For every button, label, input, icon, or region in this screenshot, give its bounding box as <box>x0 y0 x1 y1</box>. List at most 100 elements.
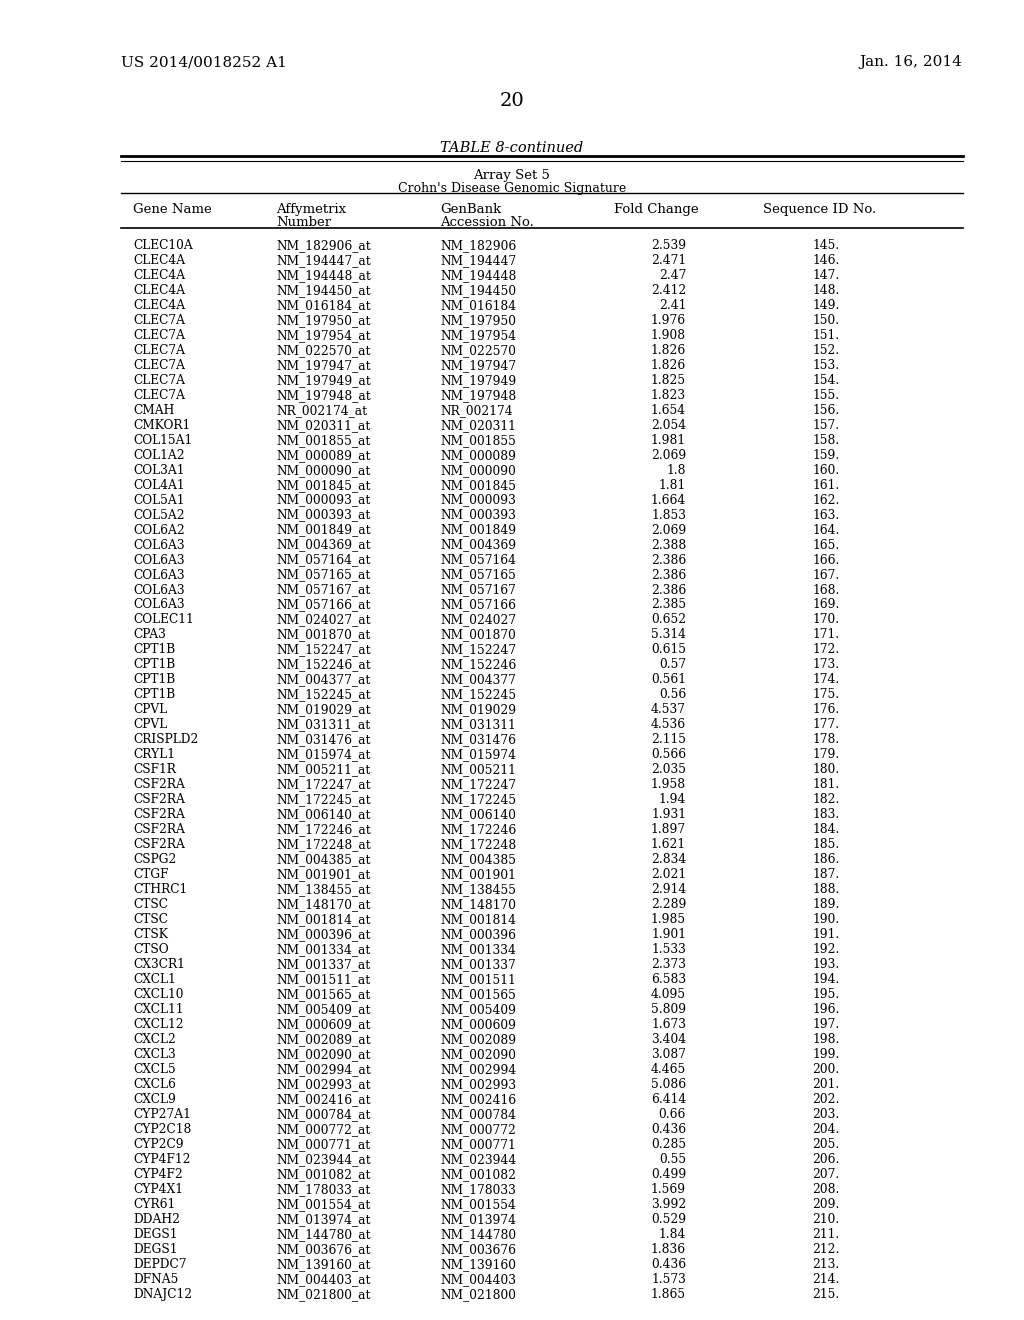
Text: US 2014/0018252 A1: US 2014/0018252 A1 <box>121 55 287 70</box>
Text: CSF2RA: CSF2RA <box>133 824 185 836</box>
Text: 213.: 213. <box>812 1258 840 1271</box>
Text: 147.: 147. <box>812 269 840 282</box>
Text: COL15A1: COL15A1 <box>133 434 193 446</box>
Text: 1.826: 1.826 <box>651 343 686 356</box>
Text: CPT1B: CPT1B <box>133 689 175 701</box>
Text: 1.976: 1.976 <box>651 314 686 327</box>
Text: NM_194450_at: NM_194450_at <box>276 284 371 297</box>
Text: NM_057166: NM_057166 <box>440 598 516 611</box>
Text: NM_172248: NM_172248 <box>440 838 516 851</box>
Text: NM_001334_at: NM_001334_at <box>276 942 371 956</box>
Text: CYP4F12: CYP4F12 <box>133 1152 190 1166</box>
Text: 173.: 173. <box>813 659 840 672</box>
Text: NM_005409_at: NM_005409_at <box>276 1003 371 1016</box>
Text: 1.836: 1.836 <box>651 1242 686 1255</box>
Text: 179.: 179. <box>812 748 840 762</box>
Text: 207.: 207. <box>812 1168 840 1181</box>
Text: 1.908: 1.908 <box>651 329 686 342</box>
Text: 188.: 188. <box>812 883 840 896</box>
Text: 195.: 195. <box>812 987 840 1001</box>
Text: CXCL10: CXCL10 <box>133 987 183 1001</box>
Text: NM_002994_at: NM_002994_at <box>276 1063 372 1076</box>
Text: 1.958: 1.958 <box>651 779 686 791</box>
Text: CTGF: CTGF <box>133 869 169 882</box>
Text: NM_004369: NM_004369 <box>440 539 516 552</box>
Text: NM_152246_at: NM_152246_at <box>276 659 372 672</box>
Text: NM_178033_at: NM_178033_at <box>276 1183 371 1196</box>
Text: 2.385: 2.385 <box>651 598 686 611</box>
Text: CXCL5: CXCL5 <box>133 1063 176 1076</box>
Text: 0.57: 0.57 <box>659 659 686 672</box>
Text: 172.: 172. <box>812 643 840 656</box>
Text: NM_031311: NM_031311 <box>440 718 516 731</box>
Text: NM_005409: NM_005409 <box>440 1003 516 1016</box>
Text: CSF2RA: CSF2RA <box>133 808 185 821</box>
Text: NM_031311_at: NM_031311_at <box>276 718 371 731</box>
Text: 148.: 148. <box>812 284 840 297</box>
Text: NM_004385: NM_004385 <box>440 853 516 866</box>
Text: NM_005211_at: NM_005211_at <box>276 763 371 776</box>
Text: 2.115: 2.115 <box>651 734 686 746</box>
Text: 2.035: 2.035 <box>651 763 686 776</box>
Text: 199.: 199. <box>812 1048 840 1061</box>
Text: NM_001554_at: NM_001554_at <box>276 1197 371 1210</box>
Text: CXCL12: CXCL12 <box>133 1018 183 1031</box>
Text: NM_148170_at: NM_148170_at <box>276 898 371 911</box>
Text: 2.054: 2.054 <box>651 418 686 432</box>
Text: NM_006140_at: NM_006140_at <box>276 808 371 821</box>
Text: NM_023944: NM_023944 <box>440 1152 516 1166</box>
Text: COL6A2: COL6A2 <box>133 524 185 536</box>
Text: NM_197948_at: NM_197948_at <box>276 389 372 401</box>
Text: NM_178033: NM_178033 <box>440 1183 516 1196</box>
Text: NM_004403: NM_004403 <box>440 1272 516 1286</box>
Text: NM_001901_at: NM_001901_at <box>276 869 371 882</box>
Text: 2.386: 2.386 <box>651 553 686 566</box>
Text: CSF2RA: CSF2RA <box>133 793 185 807</box>
Text: 182.: 182. <box>812 793 840 807</box>
Text: 2.41: 2.41 <box>658 298 686 312</box>
Text: CLEC7A: CLEC7A <box>133 343 185 356</box>
Text: CLEC4A: CLEC4A <box>133 298 185 312</box>
Text: Gene Name: Gene Name <box>133 203 212 216</box>
Text: NM_194448: NM_194448 <box>440 269 517 282</box>
Text: 1.981: 1.981 <box>651 434 686 446</box>
Text: COL6A3: COL6A3 <box>133 583 184 597</box>
Text: CTSK: CTSK <box>133 928 168 941</box>
Text: CYP4X1: CYP4X1 <box>133 1183 183 1196</box>
Text: NM_022570_at: NM_022570_at <box>276 343 371 356</box>
Text: 186.: 186. <box>812 853 840 866</box>
Text: 5.809: 5.809 <box>651 1003 686 1016</box>
Text: NM_001855: NM_001855 <box>440 434 516 446</box>
Text: NM_197950_at: NM_197950_at <box>276 314 371 327</box>
Text: 151.: 151. <box>813 329 840 342</box>
Text: 160.: 160. <box>812 463 840 477</box>
Text: NM_020311_at: NM_020311_at <box>276 418 371 432</box>
Text: CYP2C18: CYP2C18 <box>133 1123 191 1135</box>
Text: NM_024027_at: NM_024027_at <box>276 614 371 627</box>
Text: NM_000772_at: NM_000772_at <box>276 1123 371 1135</box>
Text: CPT1B: CPT1B <box>133 673 175 686</box>
Text: CXCL11: CXCL11 <box>133 1003 183 1016</box>
Text: NM_000771: NM_000771 <box>440 1138 516 1151</box>
Text: NM_197949: NM_197949 <box>440 374 516 387</box>
Text: 157.: 157. <box>813 418 840 432</box>
Text: 174.: 174. <box>812 673 840 686</box>
Text: 1.901: 1.901 <box>651 928 686 941</box>
Text: NM_197947_at: NM_197947_at <box>276 359 371 372</box>
Text: NM_182906_at: NM_182906_at <box>276 239 372 252</box>
Text: NM_000393_at: NM_000393_at <box>276 508 371 521</box>
Text: 1.8: 1.8 <box>667 463 686 477</box>
Text: NM_000609_at: NM_000609_at <box>276 1018 371 1031</box>
Text: NM_002090_at: NM_002090_at <box>276 1048 371 1061</box>
Text: NM_139160_at: NM_139160_at <box>276 1258 371 1271</box>
Text: 2.373: 2.373 <box>651 958 686 972</box>
Text: 4.537: 4.537 <box>651 704 686 717</box>
Text: 4.095: 4.095 <box>651 987 686 1001</box>
Text: NM_002089: NM_002089 <box>440 1034 516 1045</box>
Text: 0.66: 0.66 <box>658 1107 686 1121</box>
Text: 181.: 181. <box>812 779 840 791</box>
Text: NM_000393: NM_000393 <box>440 508 516 521</box>
Text: COL3A1: COL3A1 <box>133 463 184 477</box>
Text: 197.: 197. <box>812 1018 840 1031</box>
Text: NM_000089_at: NM_000089_at <box>276 449 371 462</box>
